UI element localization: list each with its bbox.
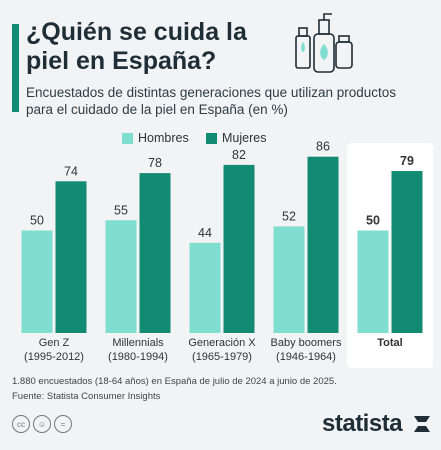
license-icons: cc ☺ = <box>12 415 72 433</box>
legend-swatch-mujeres <box>206 132 217 144</box>
chart-subtitle: Encuestados de distintas generaciones qu… <box>26 85 396 117</box>
legend-label-mujeres: Mujeres <box>222 131 267 145</box>
bar-hombres-gen-z <box>21 230 53 333</box>
footnote-sample: 1.880 encuestados (18-64 años) en España… <box>12 376 337 387</box>
bar-mujeres-generaci-n-x <box>223 164 255 333</box>
footnote: 1.880 encuestados (18-64 años) en España… <box>12 374 337 404</box>
category-label-generaci-n-x: Generación X <box>188 337 256 349</box>
bar-mujeres-baby-boomers <box>307 156 339 333</box>
by-icon[interactable]: ☺ <box>33 415 51 433</box>
data-label-hombres-baby-boomers: 52 <box>282 209 296 223</box>
footnote-source: Fuente: Statista Consumer Insights <box>12 391 161 402</box>
chart-title: ¿Quién se cuida la piel en España? <box>26 18 247 75</box>
category-label-total: Total <box>377 337 402 349</box>
data-label-hombres-total: 50 <box>366 214 380 228</box>
bar-mujeres-gen-z <box>55 181 87 333</box>
bar-mujeres-total <box>391 171 423 333</box>
category-label-gen-z: Gen Z <box>39 337 70 349</box>
cc-icon[interactable]: cc <box>12 415 30 433</box>
category-label-baby-boomers: Baby boomers <box>271 337 342 349</box>
bar-hombres-baby-boomers <box>273 226 305 333</box>
legend-item-hombres: Hombres <box>122 131 189 145</box>
data-label-mujeres-baby-boomers: 86 <box>316 140 330 154</box>
bar-mujeres-millennials <box>139 173 171 333</box>
legend-item-mujeres: Mujeres <box>206 131 266 145</box>
legend: Hombres Mujeres <box>0 131 441 147</box>
data-label-hombres-generaci-n-x: 44 <box>198 226 212 240</box>
data-label-mujeres-total: 79 <box>400 154 414 168</box>
title-accent-bar <box>12 24 19 112</box>
category-sublabel-gen-z: (1995-2012) <box>24 351 84 363</box>
data-label-mujeres-generaci-n-x: 82 <box>232 148 246 162</box>
legend-label-hombres: Hombres <box>138 131 189 145</box>
bar-hombres-total <box>357 230 389 333</box>
legend-swatch-hombres <box>122 132 133 144</box>
category-sublabel-generaci-n-x: (1965-1979) <box>192 351 252 363</box>
statista-logo[interactable]: statista <box>322 410 403 437</box>
category-sublabel-baby-boomers: (1946-1964) <box>276 351 336 363</box>
category-sublabel-millennials: (1980-1994) <box>108 351 168 363</box>
data-label-mujeres-millennials: 78 <box>148 156 162 170</box>
bar-hombres-millennials <box>105 220 137 333</box>
nd-icon[interactable]: = <box>54 415 72 433</box>
skincare-products-illustration <box>295 13 353 73</box>
statista-logo-mark <box>414 416 430 432</box>
data-label-hombres-gen-z: 50 <box>30 214 44 228</box>
data-label-mujeres-gen-z: 74 <box>64 164 78 178</box>
category-label-millennials: Millennials <box>112 337 164 349</box>
data-label-hombres-millennials: 55 <box>114 203 128 217</box>
bar-chart: 50 74 Gen Z (1995-2012) 55 78 Millennials (1980… <box>21 140 433 368</box>
bar-hombres-generaci-n-x <box>189 242 221 333</box>
